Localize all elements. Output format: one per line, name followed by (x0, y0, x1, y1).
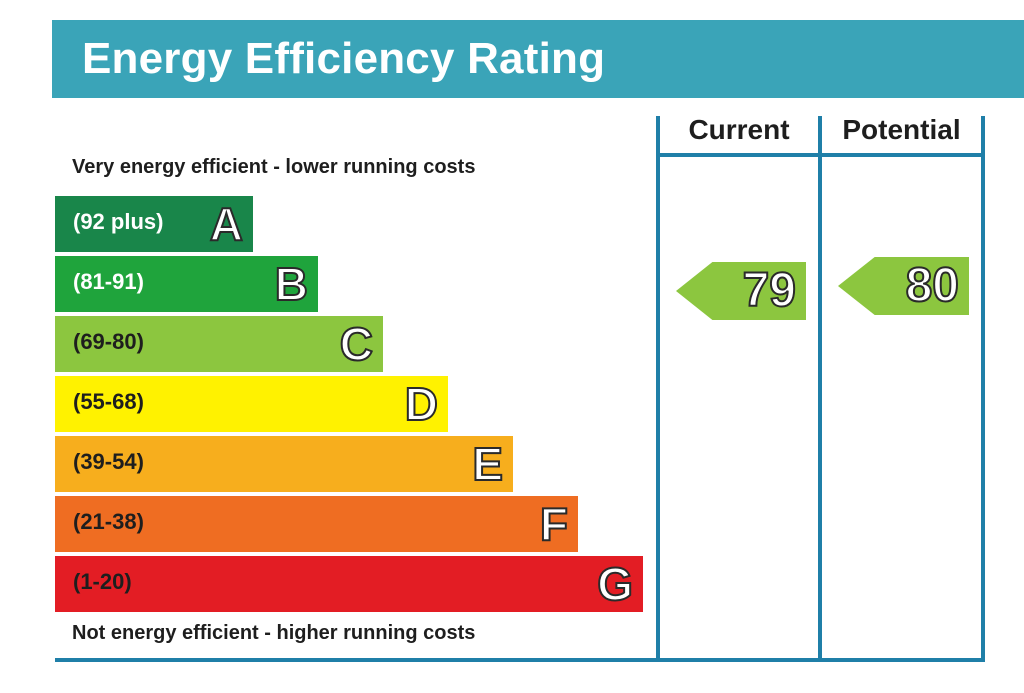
title-bar: Energy Efficiency Rating (52, 20, 1024, 98)
top-note: Very energy efficient - lower running co… (72, 156, 476, 178)
band-range-label: (39-54) (73, 449, 144, 474)
band-letter: B (274, 257, 309, 311)
band-d: (55-68) D (55, 376, 448, 432)
band-range-label: (55-68) (73, 389, 144, 414)
band-letter: F (539, 497, 569, 551)
band-b: (81-91) B (55, 256, 318, 312)
band-a: (92 plus) A (55, 196, 253, 252)
band-g: (1-20) G (55, 556, 643, 612)
band-letter: D (404, 377, 439, 431)
bottom-border (55, 658, 985, 662)
column-divider-left (656, 116, 660, 662)
header-underline (656, 153, 985, 157)
bottom-note: Not energy efficient - higher running co… (72, 622, 476, 644)
band-letter: E (471, 437, 504, 491)
band-c: (69-80) C (55, 316, 383, 372)
column-header-current: Current (688, 114, 790, 145)
column-divider-middle (818, 116, 822, 662)
chart-title: Energy Efficiency Rating (82, 34, 606, 83)
rating-value: 79 (742, 263, 797, 318)
rating-value: 80 (905, 258, 960, 313)
rating-arrow-current: 79 (676, 262, 806, 320)
band-range-label: (21-38) (73, 509, 144, 534)
band-range-label: (81-91) (73, 269, 144, 294)
band-range-label: (69-80) (73, 329, 144, 354)
rating-arrow-potential: 80 (838, 257, 969, 315)
column-header-potential: Potential (842, 114, 961, 145)
band-f: (21-38) F (55, 496, 578, 552)
band-letter: C (339, 317, 374, 371)
band-e: (39-54) E (55, 436, 513, 492)
column-divider-right (981, 116, 985, 662)
band-range-label: (1-20) (73, 569, 132, 594)
band-range-label: (92 plus) (73, 209, 164, 234)
band-letter: G (596, 557, 634, 611)
band-letter: A (209, 197, 244, 251)
